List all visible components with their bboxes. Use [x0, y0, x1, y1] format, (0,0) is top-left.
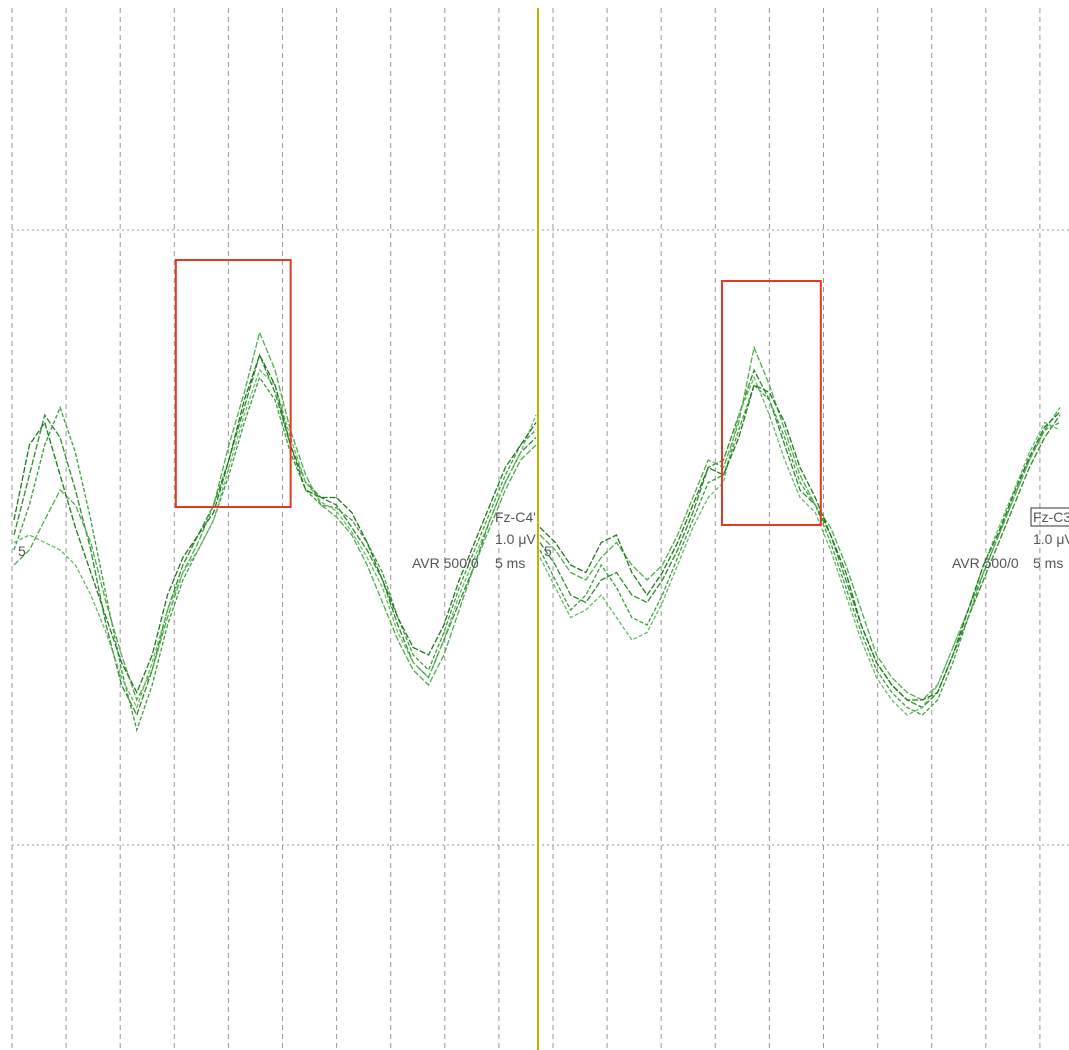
- marker-box-right[interactable]: [721, 280, 822, 526]
- trace-right-5: [539, 384, 1061, 701]
- channel-label-left: Fz-C4': [495, 509, 536, 525]
- amplitude-label-left: 1.0 μV: [495, 531, 536, 547]
- avg-label-left: AVR 500/0: [412, 555, 479, 571]
- marker-box-left[interactable]: [174, 259, 292, 508]
- start-label-left: 5: [18, 543, 26, 559]
- panel-right: Fz-C3' 1.0 μV 5 ms AVR 500/0 5: [539, 280, 1069, 716]
- trace-left-5: [13, 353, 537, 695]
- panels: Fz-C4' 1.0 μV 5 ms AVR 500/0 5 Fz-C3' 1.0 μV 5 …: [13, 259, 1069, 733]
- channel-label-box-right: [1030, 507, 1069, 527]
- start-label-right: 5: [544, 543, 552, 559]
- trace-left-3: [13, 330, 537, 702]
- trace-left-4: [13, 368, 537, 710]
- time-label-left: 5 ms: [495, 555, 525, 571]
- trace-right-1: [539, 368, 1061, 709]
- trace-left-2: [13, 376, 537, 733]
- grid: [11, 8, 1069, 1050]
- amplitude-label-right: 1.0 μV: [1033, 531, 1069, 547]
- channel-label-right: Fz-C3': [1033, 509, 1069, 525]
- trace-left-1: [13, 353, 537, 717]
- panel-left: Fz-C4' 1.0 μV 5 ms AVR 500/0 5: [13, 259, 537, 733]
- time-label-right: 5 ms: [1033, 555, 1063, 571]
- avg-label-right: AVR 500/0: [952, 555, 1019, 571]
- trace-right-3: [539, 345, 1061, 701]
- trace-right-2: [539, 383, 1061, 716]
